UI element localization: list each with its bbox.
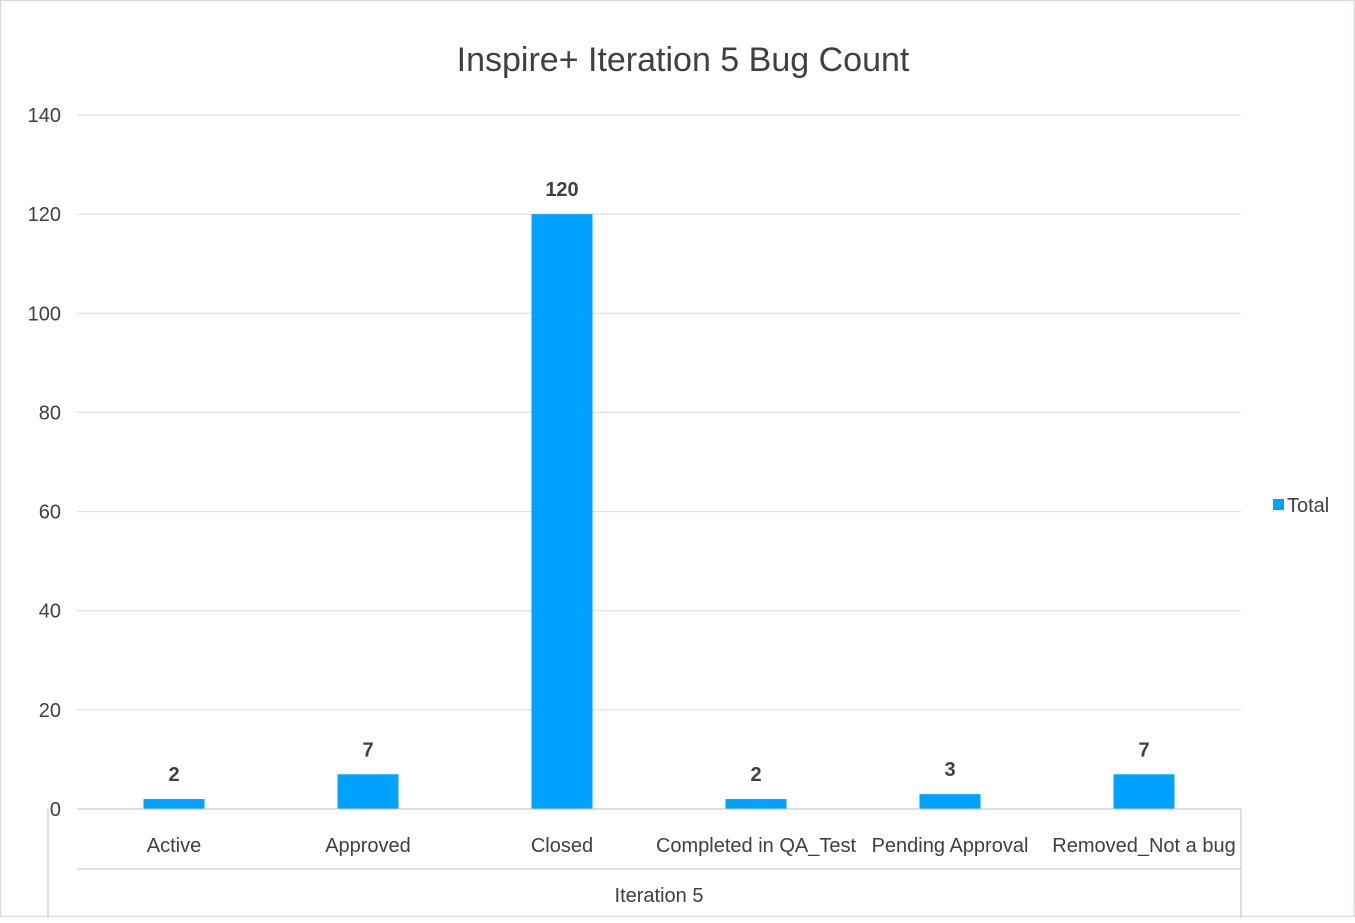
bar (725, 799, 787, 809)
data-label: 3 (944, 759, 955, 781)
y-tick-label: 140 (28, 105, 61, 127)
chart-title: Inspire+ Iteration 5 Bug Count (457, 41, 910, 79)
data-label: 7 (1138, 739, 1149, 761)
legend-label: Total (1287, 495, 1329, 517)
legend-swatch (1273, 499, 1284, 510)
x-category-label: Active (147, 835, 201, 857)
y-tick-label: 80 (39, 402, 61, 424)
bars (143, 214, 1175, 810)
y-axis-ticks: 0 20 40 60 80 100 120 140 (28, 105, 61, 821)
data-labels: 2 7 120 2 3 7 (168, 179, 1149, 786)
data-label: 2 (168, 764, 179, 786)
x-category-label: Closed (531, 835, 593, 857)
x-category-label: Pending Approval (872, 835, 1029, 857)
x-category-label: Completed in QA_Test (656, 835, 857, 857)
x-group-label: Iteration 5 (615, 885, 704, 907)
y-tick-label: 40 (39, 601, 61, 623)
y-tick-label: 0 (50, 799, 61, 821)
legend: Total (1273, 495, 1329, 517)
y-tick-label: 60 (39, 502, 61, 524)
data-label: 120 (545, 179, 578, 201)
bar (337, 774, 399, 809)
y-tick-label: 100 (28, 303, 61, 325)
bar (1113, 774, 1175, 809)
bar (919, 794, 981, 809)
gridlines (77, 114, 1241, 711)
data-label: 7 (362, 739, 373, 761)
y-tick-label: 120 (28, 204, 61, 226)
x-axis: Active Approved Closed Completed in QA_Test… (47, 808, 1242, 918)
y-tick-label: 20 (39, 700, 61, 722)
bar (143, 799, 205, 809)
x-category-label: Approved (325, 835, 411, 857)
data-label: 2 (750, 764, 761, 786)
bar (531, 214, 593, 810)
x-category-label: Removed_Not a bug (1052, 835, 1235, 857)
